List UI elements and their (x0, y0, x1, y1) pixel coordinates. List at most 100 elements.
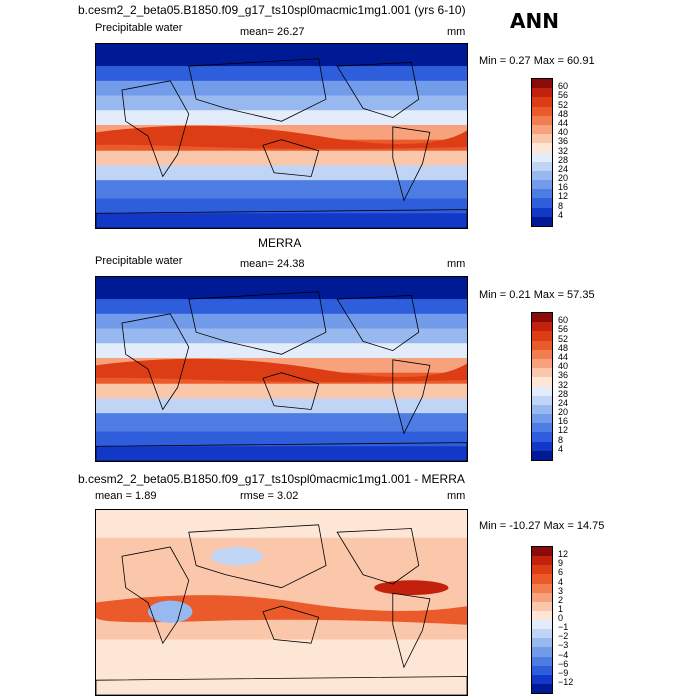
colorbar-swatch (532, 79, 552, 89)
colorbar-tick-label: −1 (558, 622, 569, 633)
colorbar-swatch (532, 404, 552, 415)
colorbar-swatch (532, 423, 552, 433)
panel1-mean: mean= 26.27 (240, 26, 305, 38)
colorbar-tick-label: 12 (558, 549, 569, 560)
colorbar-tick-label: 36 (558, 370, 569, 381)
colorbar-tick-label: 36 (558, 136, 569, 147)
colorbar-tick-label: 4 (558, 443, 564, 454)
colorbar-tick-label: −4 (558, 649, 569, 660)
colorbar-swatch (532, 313, 552, 323)
colorbar-tick-label: 4 (558, 209, 564, 220)
panel3-colorbar-labels: 12 9 6 4 3 2 1 0 −1 −2 −3 −4 −6 −9 −12 (558, 546, 598, 692)
colorbar-tick-label: 1 (558, 603, 564, 614)
colorbar-swatch (532, 340, 552, 350)
colorbar-swatch (532, 349, 552, 359)
colorbar-swatch (532, 683, 552, 693)
panel3-map (95, 509, 468, 696)
colorbar-swatch (532, 414, 552, 424)
colorbar-tick-label: −3 (558, 640, 569, 651)
panel3-mean: mean = 1.89 (95, 490, 157, 502)
colorbar-swatch (532, 629, 552, 639)
colorbar-tick-label: 20 (558, 407, 569, 418)
colorbar-tick-label: 3 (558, 585, 564, 596)
panel3-header: b.cesm2_2_beta05.B1850.f09_g17_ts10spl0m… (78, 472, 465, 486)
colorbar-swatch (532, 216, 552, 226)
colorbar-swatch (532, 170, 552, 181)
panel2-mean: mean= 24.38 (240, 258, 305, 270)
colorbar-tick-label: 28 (558, 388, 569, 399)
colorbar-swatch (532, 115, 552, 125)
colorbar-tick-label: −12 (558, 676, 574, 687)
panel2-units: mm (447, 258, 466, 270)
colorbar-swatch (532, 565, 552, 575)
colorbar-tick-label: 48 (558, 342, 569, 353)
colorbar-tick-label: 20 (558, 173, 569, 184)
colorbar-tick-label: 40 (558, 361, 569, 372)
colorbar-tick-label: 16 (558, 182, 569, 193)
colorbar-swatch (532, 207, 552, 217)
colorbar-tick-label: 24 (558, 163, 569, 174)
panel2-colorbar-labels: 60 56 52 48 44 40 36 32 28 24 20 16 12 8 4 (558, 312, 598, 459)
panel1-colorbar-labels: 60 56 52 48 44 40 36 32 28 24 20 16 12 8 4 (558, 78, 598, 225)
colorbar-swatch (532, 674, 552, 684)
panel1-map (95, 43, 468, 229)
colorbar-swatch (532, 97, 552, 107)
colorbar-tick-label: 48 (558, 108, 569, 119)
panel2-variable: Precipitable water (95, 255, 183, 267)
panel3-rmse: rmse = 3.02 (240, 490, 299, 502)
colorbar-tick-label: −2 (558, 631, 569, 642)
colorbar-tick-label: 12 (558, 191, 569, 202)
colorbar-swatch (532, 656, 552, 666)
colorbar-tick-label: 6 (558, 567, 564, 578)
colorbar-swatch (532, 432, 552, 442)
colorbar-swatch (532, 592, 552, 602)
colorbar-swatch (532, 556, 552, 566)
colorbar-tick-label: 52 (558, 99, 569, 110)
colorbar-tick-label: 56 (558, 90, 569, 101)
panel2-minmax: Min = 0.21 Max = 57.35 (479, 289, 595, 301)
panel3-colorbar (531, 546, 553, 694)
colorbar-swatch (532, 88, 552, 98)
colorbar-swatch (532, 583, 552, 593)
colorbar-swatch (532, 189, 552, 199)
colorbar-tick-label: −6 (558, 658, 569, 669)
colorbar-swatch (532, 134, 552, 144)
colorbar-tick-label: 52 (558, 333, 569, 344)
colorbar-tick-label: 2 (558, 594, 564, 605)
colorbar-swatch (532, 386, 552, 396)
colorbar-tick-label: 40 (558, 127, 569, 138)
colorbar-swatch (532, 106, 552, 116)
panel2-header: MERRA (258, 236, 302, 250)
colorbar-swatch (532, 441, 552, 451)
colorbar-tick-label: 60 (558, 315, 569, 326)
panel2-colorbar (531, 312, 553, 461)
colorbar-tick-label: 56 (558, 324, 569, 335)
colorbar-tick-label: 4 (558, 576, 564, 587)
colorbar-swatch (532, 368, 552, 378)
colorbar-swatch (532, 574, 552, 584)
colorbar-swatch (532, 547, 552, 557)
colorbar-tick-label: 8 (558, 200, 564, 211)
colorbar-tick-label: 32 (558, 145, 569, 156)
colorbar-swatch (532, 450, 552, 460)
panel1-variable: Precipitable water (95, 22, 183, 34)
colorbar-swatch (532, 152, 552, 162)
colorbar-tick-label: 16 (558, 416, 569, 427)
colorbar-tick-label: 9 (558, 558, 564, 569)
colorbar-tick-label: 8 (558, 434, 564, 445)
panel3-minmax: Min = -10.27 Max = 14.75 (479, 520, 605, 532)
colorbar-tick-label: 24 (558, 397, 569, 408)
colorbar-swatch (532, 331, 552, 341)
colorbar-tick-label: 44 (558, 351, 569, 362)
colorbar-swatch (532, 124, 552, 135)
colorbar-swatch (532, 638, 552, 648)
colorbar-swatch (532, 143, 552, 153)
colorbar-tick-label: 32 (558, 379, 569, 390)
colorbar-swatch (532, 620, 552, 630)
season-label: ANN (510, 9, 559, 33)
panel3-units: mm (447, 490, 466, 502)
colorbar-swatch (532, 180, 552, 190)
colorbar-swatch (532, 322, 552, 332)
colorbar-swatch (532, 665, 552, 675)
colorbar-swatch (532, 395, 552, 405)
